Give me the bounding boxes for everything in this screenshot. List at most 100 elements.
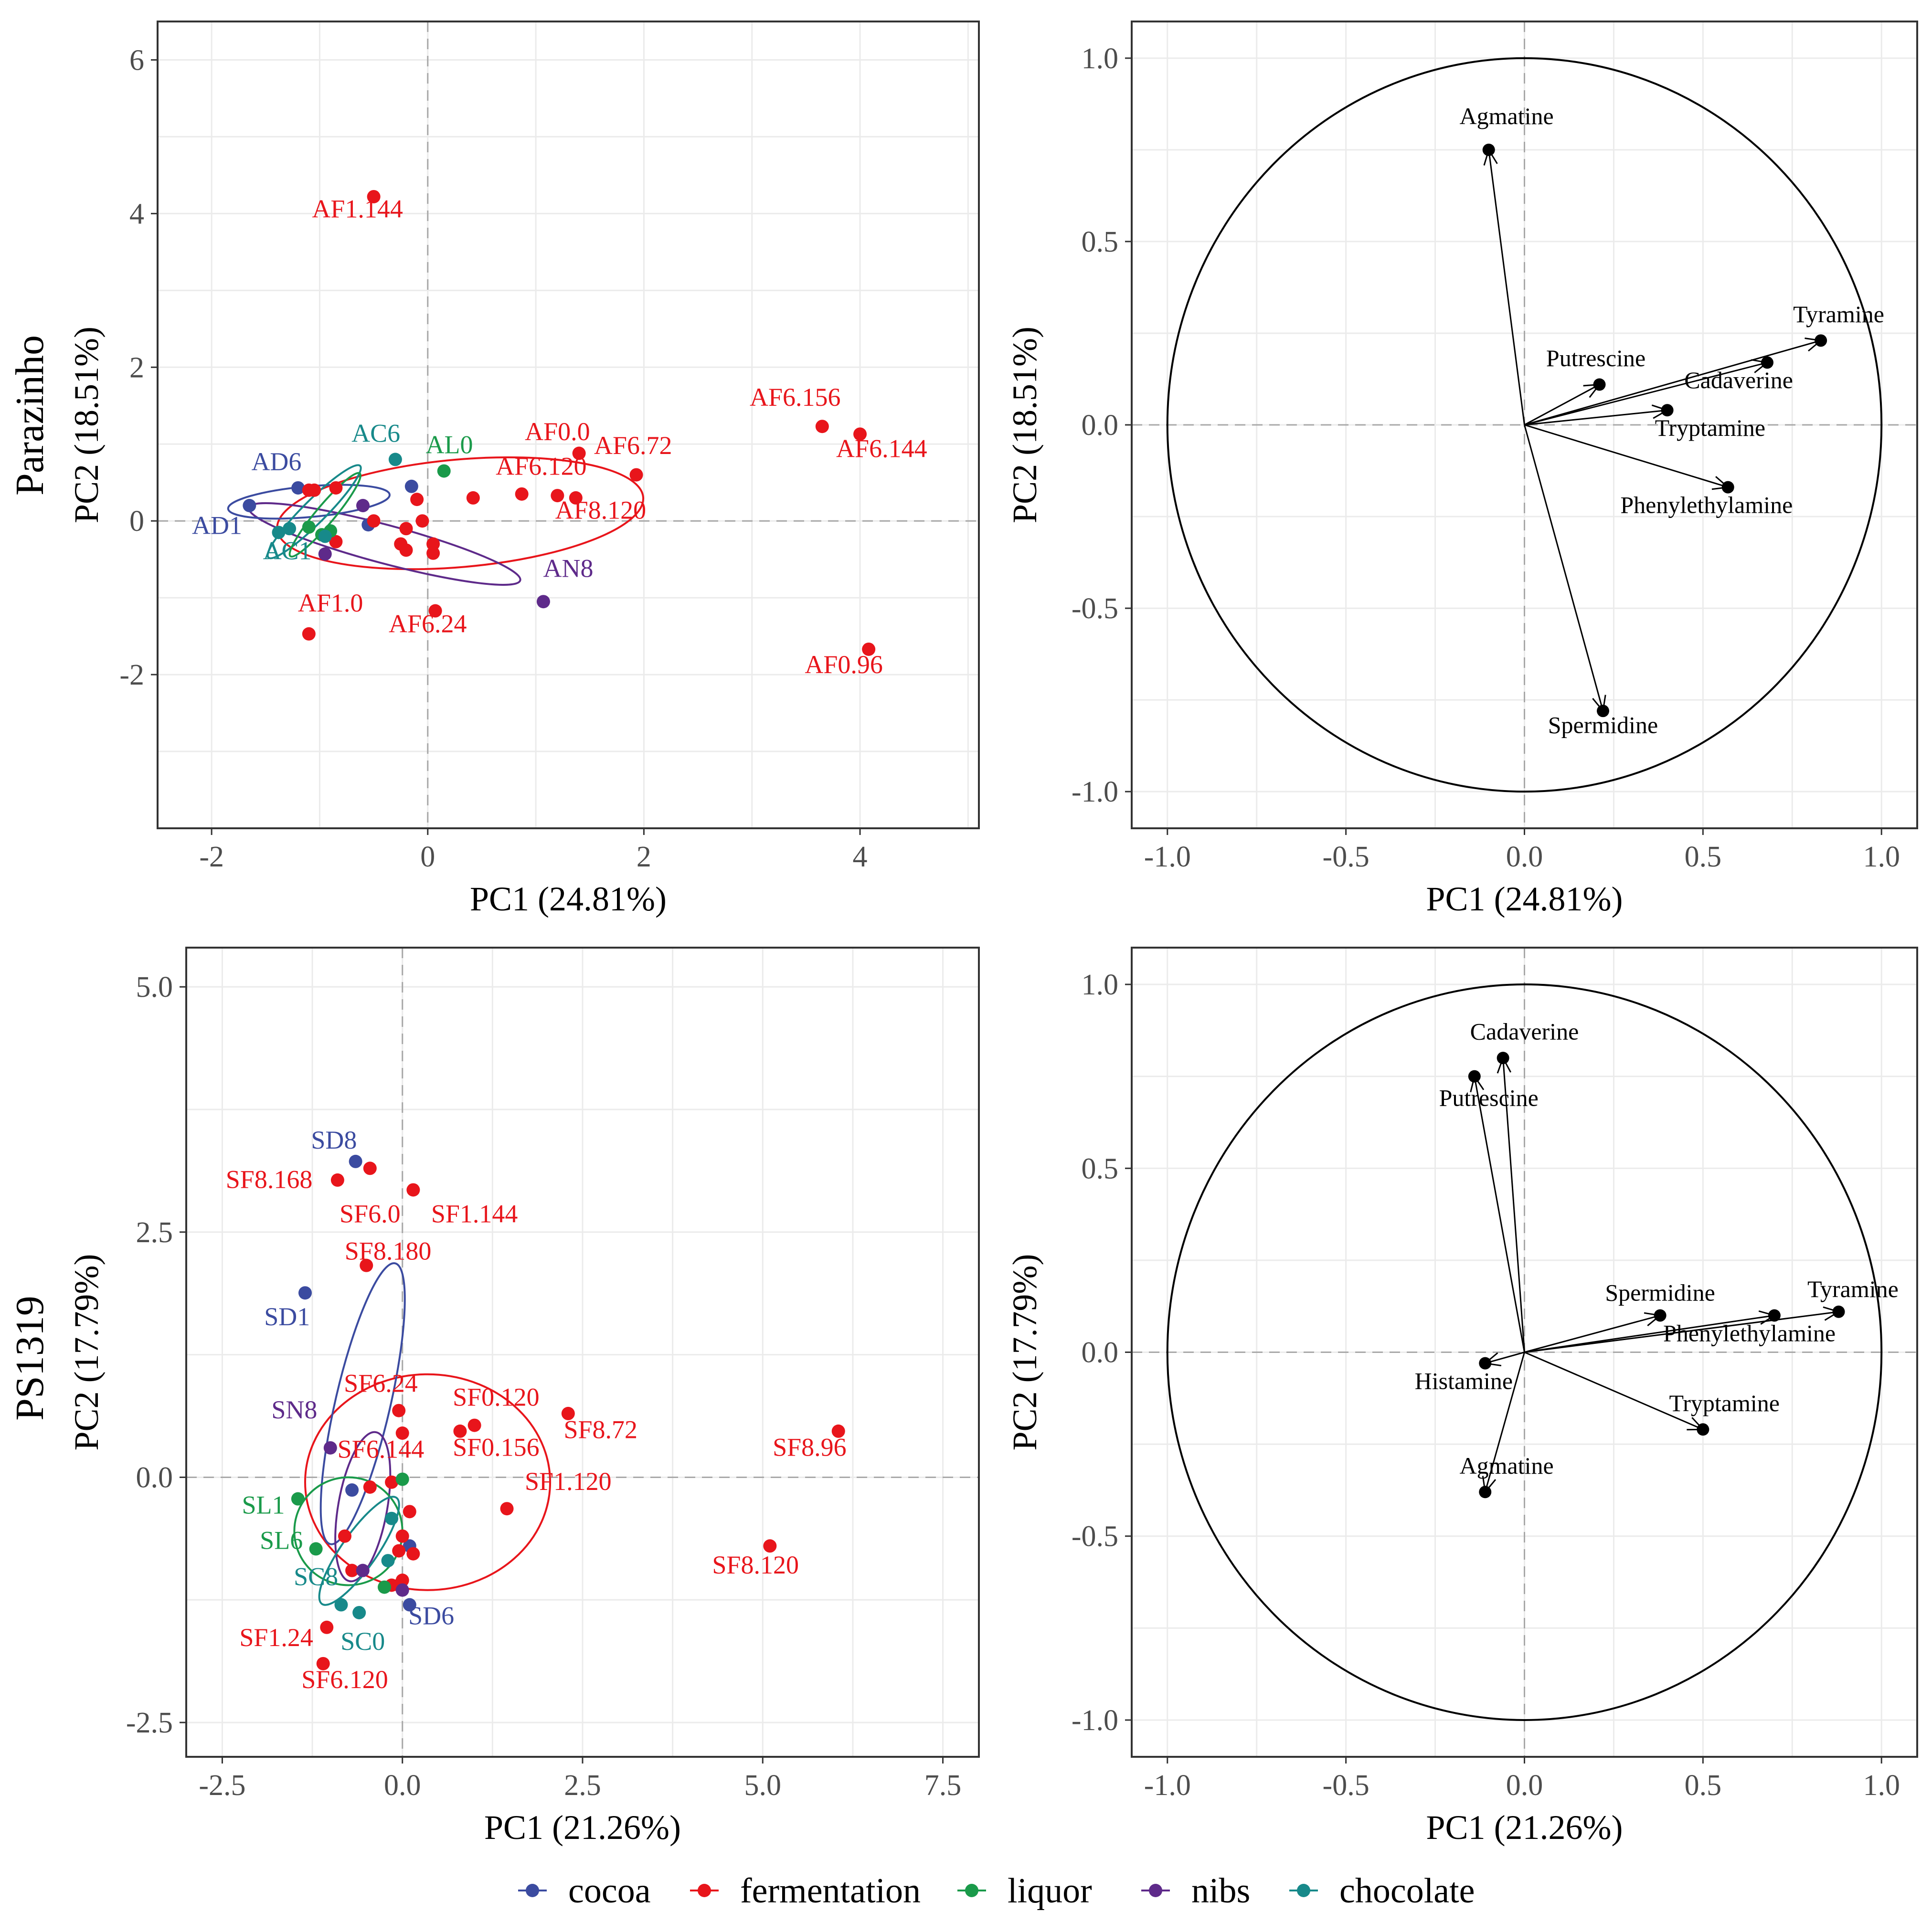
loading-label: Spermidine [1605, 1279, 1715, 1306]
legend-label-fermentation: fermentation [740, 1871, 921, 1911]
legend-label-liquor: liquor [1008, 1871, 1092, 1911]
y-tick-label: -0.5 [1072, 592, 1118, 625]
loading-label: Histamine [1415, 1368, 1513, 1394]
loading-arrow [1484, 1352, 1525, 1492]
data-point-fermentation [561, 1406, 575, 1420]
legend-label-nibs: nibs [1191, 1871, 1250, 1911]
loading-label: Cadaverine [1470, 1018, 1579, 1045]
point-label: SF6.0 [340, 1199, 401, 1228]
data-point-fermentation [316, 1657, 330, 1670]
data-point-chocolate [388, 453, 402, 466]
correlation-circle [1166, 57, 1883, 793]
loading-label: Phenylethylamine [1620, 491, 1793, 518]
data-point-fermentation [426, 537, 440, 551]
loading-arrow [1524, 424, 1604, 711]
loading-point [1832, 1305, 1845, 1318]
point-label: SF1.24 [239, 1623, 313, 1652]
data-point-fermentation [406, 1547, 420, 1561]
point-label: SF8.168 [226, 1165, 313, 1193]
y-axis-title: PC2 (17.79%) [1006, 1254, 1044, 1451]
y-tick-label: 1.0 [1082, 42, 1119, 75]
loading-point [1593, 378, 1606, 391]
point-label: SF1.144 [431, 1199, 518, 1228]
x-tick-label: -1.0 [1144, 841, 1191, 873]
data-point-fermentation [403, 1505, 416, 1519]
data-point-fermentation [426, 546, 440, 560]
data-point-fermentation [428, 604, 442, 618]
legend-key-dot-cocoa [526, 1884, 539, 1897]
x-tick-label: 0.0 [1506, 1769, 1543, 1802]
data-point-fermentation [815, 420, 829, 433]
loading-point [1768, 1309, 1781, 1322]
data-point-cocoa [291, 481, 305, 495]
y-axis-title: PC2 (18.51%) [67, 327, 106, 523]
point-label: AF6.24 [389, 610, 467, 638]
loading-arrow [1488, 149, 1525, 425]
loading-label: Agmatine [1460, 1452, 1554, 1479]
y-tick-label: 0.0 [136, 1461, 173, 1494]
legend-key-dot-liquor [965, 1884, 978, 1897]
loading-label: Tryptamine [1669, 1390, 1780, 1416]
data-point-liquor [395, 1472, 409, 1486]
data-point-liquor [302, 520, 316, 534]
loading-arrow [1524, 1314, 1775, 1353]
point-label: AF6.72 [594, 431, 672, 460]
data-point-fermentation [329, 535, 343, 549]
point-label: SL1 [242, 1490, 285, 1519]
loading-point [1661, 404, 1674, 417]
data-point-nibs [323, 1441, 337, 1455]
x-tick-label: 2 [637, 841, 651, 873]
x-tick-label: 0.5 [1685, 1769, 1722, 1802]
y-tick-label: -2 [119, 659, 144, 691]
x-tick-label: 1.0 [1863, 841, 1900, 873]
y-tick-label: 2.5 [136, 1216, 173, 1249]
loading-point [1815, 334, 1827, 347]
data-point-cocoa [298, 1286, 312, 1300]
y-tick-label: 0 [129, 505, 144, 538]
point-label: SC0 [340, 1627, 385, 1656]
ps1319-scores-plot: SD8 SF8.168 SF6.0 SF1.144 SF8.180 SD1 SF6.24 SF… [67, 947, 980, 1847]
x-axis-title: PC1 (24.81%) [470, 880, 667, 918]
loading-point [1697, 1423, 1709, 1436]
loading-arrow [1474, 1076, 1525, 1352]
loading-label: Tyramine [1807, 1276, 1899, 1302]
point-label: SF6.120 [301, 1665, 388, 1694]
data-point-cocoa [349, 1154, 362, 1168]
x-tick-label: 4 [853, 841, 868, 873]
x-tick-label: 0 [420, 841, 435, 873]
data-point-fermentation [569, 491, 583, 505]
x-tick-label: 5.0 [744, 1769, 782, 1802]
data-point-fermentation [395, 1574, 409, 1587]
data-point-nibs [356, 1563, 370, 1577]
data-point-fermentation [399, 522, 413, 536]
legend-label-cocoa: cocoa [568, 1871, 651, 1911]
loading-point [1761, 356, 1773, 369]
point-label: AN8 [543, 554, 594, 583]
data-point-nibs [356, 499, 370, 512]
y-tick-label: 4 [129, 198, 144, 230]
loading-arrow [1502, 1058, 1525, 1352]
loading-point [1497, 1052, 1509, 1065]
loading-label: Phenylethylamine [1663, 1320, 1836, 1346]
loading-point [1468, 1070, 1481, 1083]
plot-area: SD8 SF8.168 SF6.0 SF1.144 SF8.180 SD1 SF6.24 SF… [226, 1126, 847, 1694]
loading-label: Agmatine [1460, 103, 1554, 129]
data-point-fermentation [415, 514, 429, 528]
y-tick-label: 0.5 [1082, 1152, 1119, 1185]
point-label: SF6.24 [344, 1369, 418, 1398]
loading-arrow [1524, 1311, 1839, 1353]
legend-label-chocolate: chocolate [1339, 1871, 1475, 1911]
data-point-fermentation [363, 1162, 377, 1175]
confidence-ellipse-fermentation [304, 1373, 552, 1591]
loading-label: Spermidine [1548, 711, 1658, 738]
data-point-fermentation [338, 1529, 351, 1543]
legend-key-dot-fermentation [698, 1884, 711, 1897]
data-point-cocoa [243, 499, 256, 512]
loading-label: Putrescine [1439, 1084, 1539, 1111]
data-point-fermentation [467, 1418, 481, 1432]
point-label: AF6.120 [496, 452, 587, 481]
loading-arrow [1485, 1352, 1525, 1364]
point-label: SF1.120 [525, 1467, 612, 1496]
loading-label: Cadaverine [1684, 367, 1793, 393]
row-label-ps1319: PS1319 [8, 1296, 52, 1420]
